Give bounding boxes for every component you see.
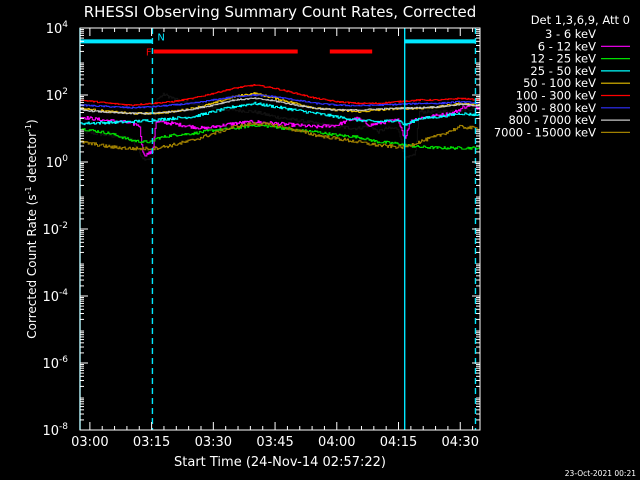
legend-entry-5: 100 - 300 keV	[516, 89, 596, 103]
x-axis-ticks: 03:00 03:15 03:30 03:45 04:00 04:15 04:30	[71, 28, 479, 450]
x-tick-label-6: 04:30	[442, 435, 479, 450]
legend-header: Det 1,3,6,9, Att 0	[531, 13, 630, 27]
y-tick-label-2: 100	[46, 154, 69, 171]
y-tick-label-1: 102	[46, 87, 68, 104]
x-tick-label-3: 03:45	[256, 435, 293, 450]
legend-entry-7: 800 - 7000 keV	[508, 113, 596, 127]
y-axis-label: Corrected Count Rate (s-1 detector-1)	[24, 119, 39, 338]
legend-entry-3: 25 - 50 keV	[530, 64, 596, 78]
y-tick-label-3: 10-2	[42, 221, 68, 238]
y-axis-label-sup: -1	[24, 186, 33, 194]
y-axis-ticks: 104 102 100 10-2 10-4 10-6 10-8	[42, 20, 480, 439]
x-tick-label-4: 04:00	[318, 435, 355, 450]
legend-entry-8: 7000 - 15000 keV	[494, 125, 596, 139]
legend-entry-6: 300 - 800 keV	[516, 101, 596, 115]
marker-n: N	[157, 32, 164, 43]
x-tick-label-5: 04:15	[380, 435, 417, 450]
y-tick-label-0: 104	[46, 20, 69, 37]
series-line-7	[80, 97, 480, 115]
chart-title: RHESSI Observing Summary Count Rates, Co…	[84, 3, 477, 21]
x-tick-label-1: 03:15	[133, 435, 170, 450]
y-axis-label-close: )	[25, 119, 39, 124]
series-line-8	[80, 121, 480, 151]
legend-entry-4: 50 - 100 keV	[523, 76, 596, 90]
marker-f: F	[146, 47, 152, 58]
legend-entry-0: 3 - 6 keV	[545, 27, 596, 41]
legend-entry-1: 6 - 12 keV	[538, 39, 596, 53]
series-line-3	[80, 101, 480, 126]
y-axis-label-main: Corrected Count Rate (s	[25, 194, 39, 338]
y-axis-label-sup2: -1	[24, 124, 33, 132]
legend-entry-2: 12 - 25 keV	[530, 52, 596, 66]
x-tick-label-0: 03:00	[71, 435, 108, 450]
y-tick-label-4: 10-4	[42, 288, 68, 305]
plot-series-group	[80, 84, 480, 161]
y-axis-label-tail: detector	[25, 132, 39, 187]
y-tick-label-6: 10-8	[42, 422, 68, 439]
x-tick-label-2: 03:30	[195, 435, 232, 450]
y-tick-label-5: 10-6	[42, 355, 68, 372]
series-line-0	[80, 92, 480, 161]
series-line-5	[80, 84, 480, 106]
x-axis-label: Start Time (24-Nov-14 02:57:22)	[174, 455, 386, 470]
footer-timestamp: 23-Oct-2021 00:21	[565, 469, 636, 478]
series-line-6	[80, 94, 480, 109]
